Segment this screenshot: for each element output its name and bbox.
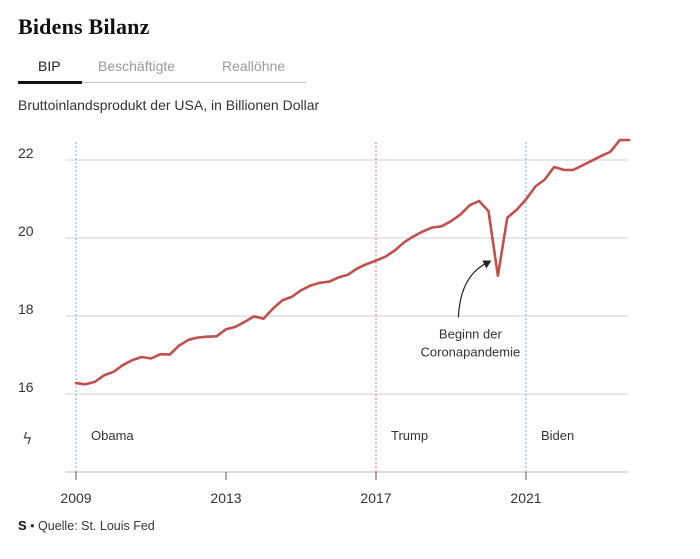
presidency-label-trump: Trump — [391, 428, 428, 443]
chart-title: Bidens Bilanz — [18, 14, 150, 39]
tab-bip[interactable]: BIP — [38, 58, 61, 74]
bullet-separator: • — [30, 519, 35, 533]
chart-subtitle: Bruttoinlandsprodukt der USA, in Billion… — [18, 97, 320, 113]
annotation-line-2: Coronapandemie — [421, 344, 521, 359]
tab-beschaeftigte[interactable]: Beschäftigte — [98, 58, 176, 74]
y-tick-label-20: 20 — [18, 223, 34, 239]
axis-break-symbol: ϟ — [22, 429, 33, 448]
x-tick-label-2021: 2021 — [510, 490, 541, 506]
annotation-line-1: Beginn der — [439, 326, 503, 341]
presidency-label-biden: Biden — [541, 428, 574, 443]
presidency-label-obama: Obama — [91, 428, 134, 443]
publisher-logo: S — [18, 518, 27, 533]
active-tab-indicator — [18, 81, 82, 84]
gdp-series-line — [74, 138, 631, 386]
x-tick-label-2017: 2017 — [360, 490, 391, 506]
x-tick-label-2013: 2013 — [210, 490, 241, 506]
annotation-arrowhead — [482, 260, 492, 269]
source-note: S • Quelle: St. Louis Fed — [18, 518, 155, 533]
tab-realloehne[interactable]: Reallöhne — [222, 58, 286, 74]
x-tick-label-2009: 2009 — [60, 490, 91, 506]
source-text: Quelle: St. Louis Fed — [38, 519, 155, 533]
y-tick-label-18: 18 — [18, 301, 34, 317]
y-tick-label-16: 16 — [18, 379, 34, 395]
annotation-arrow — [457, 260, 491, 318]
y-tick-label-22: 22 — [18, 145, 34, 161]
tab-bar: BIP Beschäftigte Reallöhne — [18, 56, 306, 84]
